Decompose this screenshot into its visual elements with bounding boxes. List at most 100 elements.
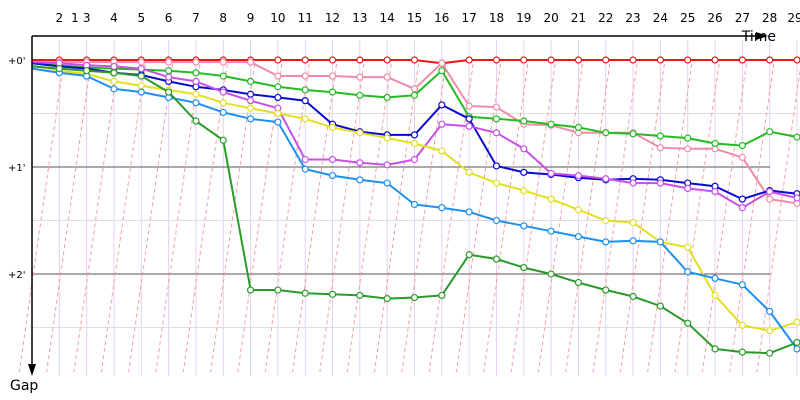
data-point bbox=[711, 291, 719, 299]
lapped-traffic-line bbox=[292, 63, 338, 373]
data-point bbox=[520, 186, 528, 195]
x-tick-label: 18 bbox=[489, 11, 504, 25]
lapped-traffic-line bbox=[537, 63, 583, 373]
data-point bbox=[574, 278, 583, 287]
data-point bbox=[629, 179, 637, 187]
data-point bbox=[492, 129, 501, 137]
data-point bbox=[574, 123, 583, 132]
data-point bbox=[602, 175, 610, 183]
data-point bbox=[684, 145, 692, 153]
data-point bbox=[192, 58, 200, 66]
lapped-traffic-lines bbox=[18, 63, 800, 373]
x-tick-label: 13 bbox=[352, 11, 367, 25]
data-point bbox=[328, 171, 337, 180]
x-tick-label: 1 bbox=[71, 11, 79, 25]
series-group bbox=[31, 56, 800, 357]
data-point bbox=[246, 90, 255, 98]
data-point bbox=[410, 91, 419, 99]
data-point bbox=[192, 90, 200, 98]
data-point bbox=[246, 115, 255, 123]
data-point bbox=[465, 208, 473, 216]
data-point bbox=[492, 115, 501, 123]
data-point bbox=[246, 58, 255, 66]
data-point bbox=[356, 176, 364, 184]
data-point bbox=[766, 56, 774, 64]
data-point bbox=[656, 56, 664, 64]
data-point bbox=[656, 302, 664, 310]
data-point bbox=[301, 165, 309, 173]
data-point bbox=[547, 120, 555, 128]
data-point bbox=[738, 56, 746, 64]
lapped-traffic-line bbox=[565, 63, 611, 373]
lapped-traffic-line bbox=[210, 63, 256, 373]
data-point bbox=[793, 194, 800, 202]
data-point bbox=[492, 56, 501, 64]
data-point bbox=[383, 161, 391, 169]
data-point bbox=[684, 268, 692, 276]
data-point bbox=[383, 73, 391, 81]
lapped-traffic-line bbox=[100, 63, 146, 373]
data-point bbox=[192, 99, 200, 107]
lapped-traffic-line bbox=[510, 63, 556, 373]
data-point bbox=[465, 168, 473, 176]
x-tick-label: 19 bbox=[516, 11, 531, 25]
x-tick-label: 8 bbox=[219, 11, 227, 25]
lapped-traffic-line bbox=[182, 63, 228, 373]
data-point bbox=[793, 133, 800, 141]
data-point bbox=[738, 348, 746, 356]
data-point bbox=[110, 85, 118, 93]
data-point bbox=[137, 88, 145, 96]
data-point bbox=[246, 104, 255, 112]
data-point bbox=[438, 204, 446, 212]
data-point bbox=[684, 319, 692, 327]
lapped-traffic-line bbox=[592, 63, 638, 373]
data-point bbox=[520, 145, 528, 153]
data-point bbox=[465, 251, 473, 259]
data-point bbox=[110, 69, 118, 77]
data-point bbox=[793, 345, 800, 353]
x-axis-label: Time bbox=[741, 29, 776, 45]
data-point bbox=[356, 291, 364, 299]
data-point bbox=[301, 155, 309, 164]
lapped-traffic-line bbox=[264, 63, 310, 373]
data-point bbox=[738, 281, 746, 289]
data-point bbox=[438, 67, 446, 75]
data-point bbox=[165, 73, 173, 81]
data-point bbox=[629, 219, 637, 227]
data-point bbox=[793, 338, 800, 347]
lapped-traffic-line bbox=[647, 63, 693, 373]
lapped-traffic-line bbox=[674, 63, 720, 373]
x-tick-label: 29 bbox=[787, 11, 800, 25]
data-point bbox=[410, 85, 419, 93]
lapped-traffic-line bbox=[374, 63, 419, 373]
x-tick-label: 16 bbox=[434, 11, 449, 25]
lapped-traffic-line bbox=[729, 63, 775, 373]
data-point bbox=[274, 56, 282, 64]
data-point bbox=[383, 179, 391, 187]
lapped-traffic-line bbox=[73, 63, 119, 373]
data-point bbox=[656, 238, 664, 246]
data-point bbox=[574, 206, 583, 214]
data-point bbox=[410, 155, 419, 164]
data-point bbox=[328, 155, 337, 164]
x-tick-label: 23 bbox=[625, 11, 640, 25]
data-point bbox=[410, 200, 419, 209]
x-tick-label: 9 bbox=[247, 11, 255, 25]
data-point bbox=[274, 286, 282, 294]
data-point bbox=[492, 179, 501, 187]
data-point bbox=[766, 327, 774, 335]
data-point bbox=[547, 56, 555, 64]
data-point bbox=[766, 188, 774, 196]
y-tick-label: +0' bbox=[8, 56, 26, 67]
lapped-traffic-line bbox=[483, 63, 529, 373]
series-8 bbox=[31, 64, 800, 357]
x-tick-label: 12 bbox=[325, 11, 340, 25]
data-point bbox=[219, 88, 227, 96]
data-point bbox=[246, 97, 255, 105]
x-tick-label: 10 bbox=[270, 11, 285, 25]
data-point bbox=[492, 162, 501, 170]
data-point bbox=[574, 56, 583, 64]
lapped-traffic-line bbox=[319, 63, 365, 373]
data-point bbox=[738, 142, 746, 150]
data-point bbox=[274, 83, 282, 91]
